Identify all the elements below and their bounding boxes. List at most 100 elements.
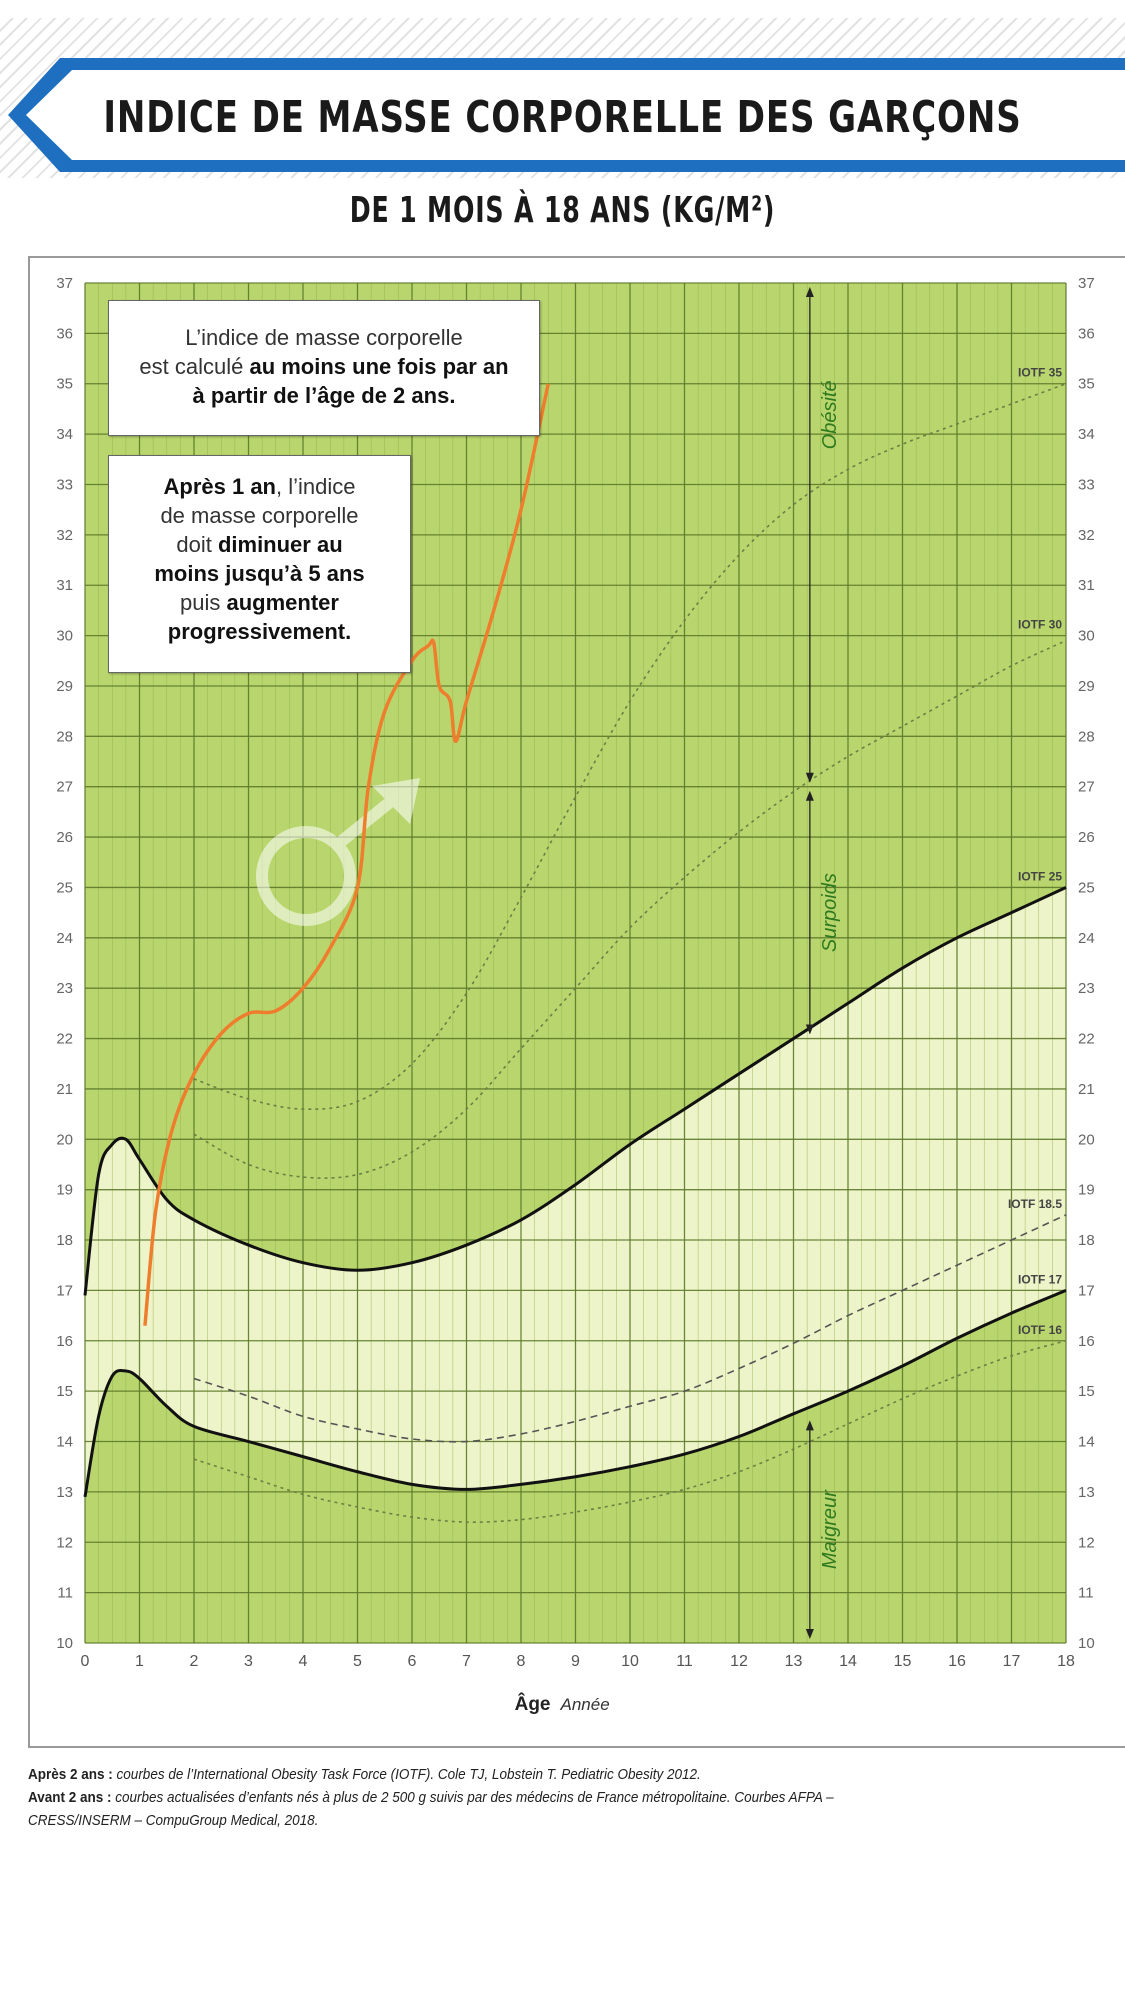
note-text: , l’indice [276, 474, 356, 499]
series-label: IOTF 17 [1018, 1272, 1062, 1286]
x-tick-label: 8 [517, 1653, 526, 1670]
curve-iotf-35 [193, 382, 1067, 1110]
series-label: IOTF 25 [1018, 869, 1062, 883]
y-tick-label-left: 21 [56, 1081, 73, 1098]
patient-bmi-curve [143, 383, 550, 1326]
y-tick-label-left: 31 [56, 577, 73, 594]
footer-line-3: CRESS/INSERM – CompuGroup Medical, 2018. [28, 1812, 318, 1829]
x-axis-label: Âge [515, 1693, 551, 1715]
y-tick-label-left: 24 [56, 930, 73, 947]
y-tick-label-right: 37 [1078, 275, 1095, 292]
zone-arrow-up [805, 790, 814, 801]
y-tick-label-left: 36 [56, 325, 73, 342]
x-tick-label: 18 [1057, 1653, 1075, 1670]
x-tick-label: 14 [839, 1653, 857, 1670]
info-note-yearly: L’indice de masse corporelle est calculé… [108, 300, 540, 436]
curve-iotf-25 [83, 886, 1067, 1296]
y-tick-label-left: 23 [56, 980, 73, 997]
zone-arrow-down [805, 1629, 814, 1639]
note-text-bold: Après 1 an [163, 474, 277, 499]
y-tick-label-left: 35 [56, 376, 73, 393]
title-banner [8, 58, 1125, 172]
zone-label: Obésité [819, 380, 841, 449]
x-tick-label: 16 [948, 1653, 966, 1670]
zone-arrow-up [805, 1420, 814, 1431]
series-label: IOTF 35 [1018, 366, 1062, 380]
y-tick-label-right: 11 [1078, 1585, 1094, 1602]
x-tick-label: 6 [408, 1653, 417, 1670]
x-tick-label: 13 [785, 1653, 803, 1670]
x-tick-label: 2 [190, 1653, 199, 1670]
note-text: doit [176, 532, 218, 557]
x-tick-label: 3 [244, 1653, 253, 1670]
y-tick-label-right: 30 [1078, 628, 1095, 645]
series-label: IOTF 18.5 [1008, 1197, 1062, 1211]
series-label: IOTF 16 [1018, 1323, 1062, 1337]
y-tick-label-left: 11 [57, 1585, 73, 1602]
x-tick-label: 15 [894, 1653, 912, 1670]
y-tick-label-left: 34 [56, 426, 73, 443]
y-tick-label-right: 22 [1078, 1031, 1095, 1048]
y-tick-label-left: 30 [56, 628, 73, 645]
note-text-bold: diminuer au [217, 532, 343, 557]
y-tick-label-left: 10 [56, 1635, 73, 1652]
y-tick-label-right: 31 [1078, 577, 1095, 594]
y-tick-label-left: 37 [56, 275, 73, 292]
footer-text: CRESS/INSERM – CompuGroup Medical, 2018. [28, 1812, 319, 1829]
y-tick-label-right: 26 [1078, 829, 1095, 846]
x-tick-label: 0 [81, 1653, 90, 1670]
x-tick-label: 17 [1003, 1653, 1021, 1670]
info-note-trend: Après 1 an, l’indice de masse corporelle… [108, 455, 411, 673]
y-tick-label-right: 21 [1078, 1081, 1095, 1098]
curve-iotf-17 [83, 1289, 1067, 1498]
y-tick-label-right: 10 [1078, 1635, 1095, 1652]
x-tick-label: 10 [621, 1653, 639, 1670]
y-tick-label-right: 32 [1078, 527, 1095, 544]
y-tick-label-left: 14 [56, 1434, 73, 1451]
note-text: est calculé [139, 354, 250, 379]
y-tick-label-left: 33 [56, 476, 73, 493]
x-axis-unit: Année [560, 1695, 610, 1714]
x-tick-label: 5 [353, 1653, 362, 1670]
y-tick-label-right: 12 [1078, 1534, 1095, 1551]
curve-iotf-16 [193, 1340, 1067, 1523]
y-tick-label-left: 20 [56, 1131, 73, 1148]
y-tick-label-right: 19 [1078, 1182, 1095, 1199]
y-tick-label-left: 15 [56, 1383, 73, 1400]
series-label: IOTF 30 [1018, 618, 1062, 632]
y-tick-label-right: 27 [1078, 779, 1095, 796]
curve-iotf-30 [193, 639, 1067, 1179]
y-tick-label-left: 26 [56, 829, 73, 846]
y-tick-label-left: 19 [56, 1182, 73, 1199]
y-tick-label-right: 28 [1078, 728, 1095, 745]
y-tick-label-right: 33 [1078, 476, 1095, 493]
y-tick-label-right: 15 [1078, 1383, 1095, 1400]
footer-label: Après 2 ans : [28, 1766, 113, 1783]
note-text: L’indice de masse corporelle [185, 325, 463, 350]
x-tick-label: 4 [299, 1653, 308, 1670]
y-tick-label-right: 24 [1078, 930, 1095, 947]
note-text-bold: progressivement. [167, 619, 352, 644]
x-tick-label: 1 [135, 1653, 144, 1670]
footer-line-1: Après 2 ans : courbes de l’International… [28, 1766, 701, 1783]
male-symbol-arrowhead [372, 778, 420, 824]
y-tick-label-left: 16 [56, 1333, 73, 1350]
y-tick-label-right: 20 [1078, 1131, 1095, 1148]
y-tick-label-right: 13 [1078, 1484, 1095, 1501]
y-tick-label-right: 25 [1078, 879, 1095, 896]
x-tick-label: 11 [676, 1653, 693, 1670]
footer-line-2: Avant 2 ans : courbes actualisées d’enfa… [28, 1789, 834, 1806]
x-tick-label: 7 [462, 1653, 471, 1670]
male-symbol-ring [256, 826, 356, 926]
y-tick-label-right: 14 [1078, 1434, 1095, 1451]
y-tick-label-left: 27 [56, 779, 73, 796]
y-tick-label-right: 36 [1078, 325, 1095, 342]
y-tick-label-right: 34 [1078, 426, 1095, 443]
note-text-bold: augmenter [226, 590, 339, 615]
footer-label: Avant 2 ans : [28, 1789, 112, 1806]
y-tick-label-left: 32 [56, 527, 73, 544]
y-tick-label-left: 13 [56, 1484, 73, 1501]
y-tick-label-left: 17 [56, 1282, 73, 1299]
y-tick-label-left: 29 [56, 678, 73, 695]
page-title: INDICE DE MASSE CORPORELLE DES GARÇONS [103, 92, 1022, 143]
